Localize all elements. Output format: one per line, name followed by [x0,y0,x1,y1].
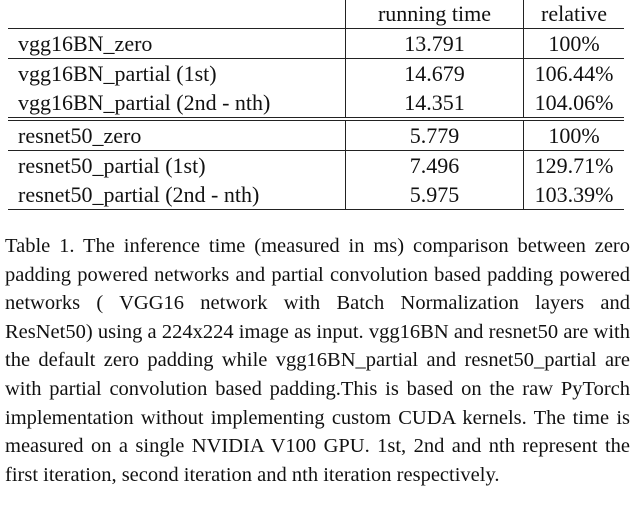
cell-running-time: 5.779 [345,117,524,151]
cell-relative: 129.71% [523,150,624,180]
cell-running-time: 14.679 [345,58,524,88]
cell-model: resnet50_partial (2nd - nth) [8,180,346,210]
cell-relative: 100% [523,117,624,151]
cell-model: resnet50_zero [8,117,346,151]
cell-running-time: 14.351 [345,88,524,119]
cell-running-time: 13.791 [345,28,524,59]
cell-running-time: 5.975 [345,180,524,210]
table-row: vgg16BN_partial (2nd - nth) 14.351 104.0… [8,88,624,119]
table-row: vgg16BN_zero 13.791 100% [8,28,624,59]
table-header-row: running time relative [8,0,624,29]
cell-relative: 103.39% [523,180,624,210]
cell-model: resnet50_partial (1st) [8,150,346,180]
cell-running-time: 7.496 [345,150,524,180]
cell-relative: 106.44% [523,58,624,88]
table-row: vgg16BN_partial (1st) 14.679 106.44% [8,58,624,88]
cell-relative: 100% [523,28,624,59]
cell-model: vgg16BN_partial (2nd - nth) [18,89,271,115]
cell-relative: 104.06% [523,88,624,119]
table-row: resnet50_zero 5.779 100% [8,117,624,151]
cell-model: vgg16BN_partial (1st) [8,58,346,88]
header-running-time: running time [345,0,524,29]
table-row: resnet50_partial (2nd - nth) 5.975 103.3… [8,180,624,210]
header-relative: relative [523,0,624,29]
cell-model: vgg16BN_zero [8,28,346,59]
inference-time-table: running time relative vgg16BN_zero 13.79… [8,0,624,210]
header-model [8,0,346,29]
table-row: resnet50_partial (1st) 7.496 129.71% [8,150,624,180]
table-caption: Table 1. The inference time (measured in… [5,235,630,486]
